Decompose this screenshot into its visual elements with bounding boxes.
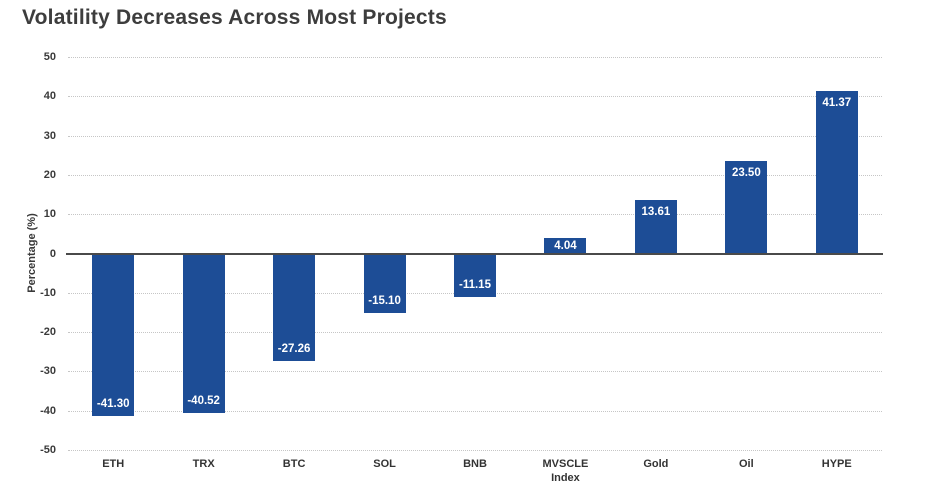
bar-value-label: -11.15 [459, 279, 491, 292]
x-category-label-HYPE: HYPE [821, 458, 852, 470]
gridline-20 [68, 174, 882, 176]
bar-value-label: -41.30 [96, 397, 130, 410]
bar-value-label: 4.04 [554, 239, 577, 252]
gridline--20 [68, 332, 882, 334]
bar-value-label: 41.37 [822, 96, 852, 109]
gridline--50 [68, 450, 882, 451]
zero-axis-line [66, 252, 883, 255]
bar-HYPE: 41.37 [815, 90, 858, 254]
bar-value-label: 13.61 [641, 206, 671, 218]
gridline-50 [68, 57, 882, 58]
bar-BTC: -27.26 [273, 253, 316, 361]
x-category-label-Gold: Gold [643, 458, 669, 470]
bar-value-label: -27.26 [277, 342, 311, 355]
chart-title: Volatility Decreases Across Most Project… [22, 6, 447, 29]
x-category-label-Oil: Oil [738, 458, 754, 470]
bar-SOL: -15.10 [363, 253, 406, 313]
bar-ETH: -41.30 [92, 253, 135, 416]
y-tick--10: -10 [40, 286, 56, 299]
y-tick-30: 30 [43, 129, 56, 142]
bar-Gold: 13.61 [634, 200, 677, 254]
x-category-label-BTC: BTC [282, 458, 306, 470]
gridline--30 [68, 371, 882, 373]
y-tick-0: 0 [49, 247, 56, 260]
x-category-label-SOL: SOL [373, 458, 396, 470]
y-tick-20: 20 [43, 168, 56, 181]
plot-area: -41.30 -40.52 -27.26 -15.10 -11.15 4.04 13.61 2… [66, 57, 883, 451]
gridline-30 [68, 135, 882, 137]
bar-value-label: 23.50 [731, 167, 761, 180]
gridline-10 [68, 214, 882, 216]
x-category-label-BNB: BNB [463, 458, 487, 470]
bar-BNB: -11.15 [454, 253, 496, 298]
x-category-label-MVSCLE-Index: MVSCLE Index [542, 458, 589, 485]
bar-Oil: 23.50 [725, 161, 768, 254]
y-tick-10: 10 [43, 208, 56, 221]
bar-value-label: -40.52 [187, 394, 220, 407]
y-tick--40: -40 [40, 404, 56, 417]
y-tick--20: -20 [40, 326, 56, 339]
y-tick-50: 50 [43, 51, 56, 63]
y-tick-40: 40 [43, 90, 56, 103]
bar-MVSCLE-Index: 4.04 [544, 237, 587, 254]
gridline-40 [68, 96, 882, 98]
y-tick--30: -30 [40, 365, 56, 378]
x-category-label-TRX: TRX [192, 458, 215, 470]
bar-TRX: -40.52 [182, 253, 225, 413]
y-tick--50: -50 [40, 444, 56, 456]
bar-value-label: -15.10 [368, 294, 401, 307]
x-category-label-ETH: ETH [102, 458, 125, 470]
gridline--40 [68, 410, 882, 412]
